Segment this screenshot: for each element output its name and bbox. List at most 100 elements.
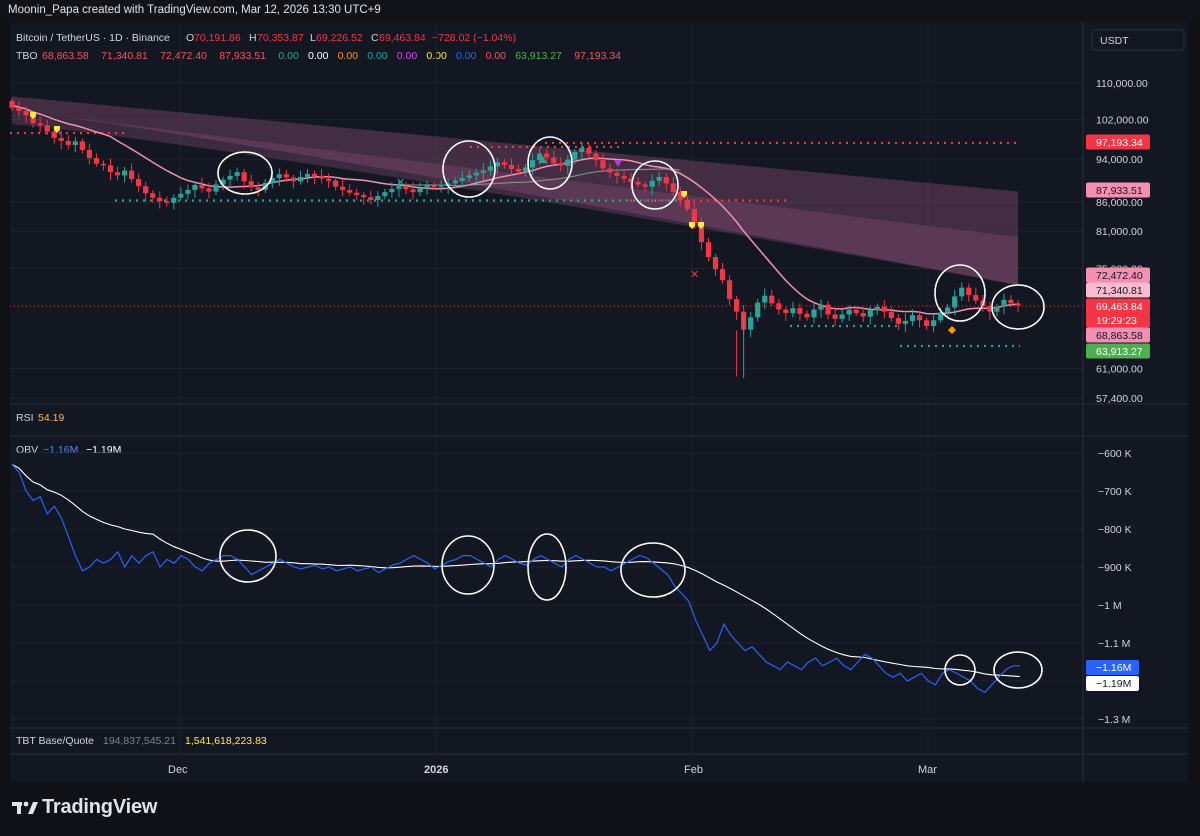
price-badges: 97,193.34 87,933.51 72,472.40 71,340.81 69,4…: [1086, 134, 1150, 359]
high-value: 70,353.87: [257, 32, 304, 44]
bell-marker: [54, 126, 60, 133]
candle-body: [755, 302, 761, 318]
candle-body: [297, 176, 304, 182]
tbo-value-1: 71,340.81: [101, 50, 148, 62]
price-tick: 61,000.00: [1096, 364, 1143, 376]
candle-body: [663, 176, 669, 184]
tbo-value-9: 0.00: [426, 50, 447, 62]
candle-body: [459, 178, 465, 181]
candle-body: [902, 320, 909, 324]
candle-body: [522, 167, 529, 172]
obv-tick: −1.3 M: [1098, 714, 1130, 726]
candle-body: [966, 287, 972, 296]
obv-hand-drawn-circles: [219, 529, 1043, 689]
candle-body: [269, 178, 275, 183]
obv-line: [11, 463, 1020, 694]
candle-body: [628, 178, 634, 182]
candle-body: [881, 306, 887, 312]
obv-signal-line: [11, 463, 1021, 678]
candle-body: [290, 177, 296, 182]
obv-tick: −900 K: [1098, 562, 1132, 574]
annotation-circle: [442, 140, 496, 198]
obv-tick: −1 M: [1098, 600, 1122, 612]
annotation-circle: [631, 160, 679, 210]
chart-area[interactable]: [10, 22, 1188, 782]
candle-body: [37, 123, 43, 126]
tbo-value-11: 0.00: [486, 50, 507, 62]
obv-badge-2-text: −1.19M: [1096, 678, 1131, 690]
tradingview-logo[interactable]: TradingView: [12, 796, 157, 819]
candle-body: [86, 149, 92, 159]
candle-body: [916, 315, 923, 321]
candle-body: [241, 172, 247, 182]
candle-body: [114, 172, 121, 176]
annotation-circle: [993, 651, 1043, 689]
hand-drawn-circles: [217, 136, 1045, 330]
tbo-label: TBO: [16, 50, 38, 62]
price-tick: 110,000.00: [1096, 78, 1148, 90]
time-tick-dec: Dec: [168, 764, 188, 776]
tbo-value-13: 97,193.34: [574, 50, 621, 62]
candle-body: [340, 186, 346, 190]
candle-body: [600, 160, 606, 169]
candle-body: [318, 175, 325, 179]
candle-body: [642, 184, 648, 187]
candle-body: [375, 196, 381, 200]
candle-body: [192, 185, 198, 190]
triangle-down-marker: [614, 160, 622, 167]
candle-body: [769, 295, 775, 304]
candle-body: [16, 107, 22, 112]
candle-body: [544, 153, 550, 158]
candle-body: [417, 188, 423, 193]
candle-body: [614, 172, 620, 176]
candle-body: [712, 256, 719, 270]
candle-body: [952, 296, 958, 308]
candle-body: [121, 170, 128, 176]
candle-body: [593, 153, 599, 161]
annotation-circle: [219, 529, 277, 583]
rsi-label: RSI: [16, 412, 34, 424]
candle-body: [684, 199, 690, 210]
time-tick-2026: 2026: [424, 764, 448, 776]
change-value: −728.02 (−1.04%): [432, 32, 516, 44]
candle-body: [58, 137, 64, 141]
candle-body: [888, 311, 894, 319]
candle-body: [867, 310, 873, 317]
candle-body: [515, 169, 522, 172]
candle-body: [164, 201, 170, 203]
candle-body: [107, 165, 114, 173]
close-label: C: [371, 32, 379, 44]
price-badge-text: 69,463.84: [1096, 301, 1143, 313]
candle-body: [438, 186, 444, 188]
close-value: 69,463.84: [379, 32, 426, 44]
candle-body: [994, 306, 1000, 312]
candle-body: [382, 192, 388, 197]
candle-body: [579, 147, 585, 152]
low-label: L: [310, 32, 316, 44]
ohlc-legend: O 70,191.86 H 70,353.87 L 69,226.52 C 69…: [186, 32, 516, 44]
price-badge-text: 63,913.27: [1096, 346, 1143, 358]
candle-body: [199, 185, 205, 189]
candle-body: [325, 178, 332, 181]
triangle-up-marker: [539, 156, 547, 163]
candle-body: [234, 172, 240, 176]
candle-body: [691, 209, 697, 224]
tbo-value-2: 72,472.40: [160, 50, 207, 62]
attribution-text: Moonin_Papa created with TradingView.com…: [8, 4, 381, 16]
candle-body: [150, 193, 156, 198]
currency-button[interactable]: [1091, 29, 1185, 51]
candle-body: [304, 173, 311, 177]
candle-body: [923, 320, 930, 327]
candle-body: [100, 163, 107, 166]
price-badge-text: 71,340.81: [1096, 285, 1143, 297]
candle-body: [811, 309, 817, 318]
high-label: H: [249, 32, 257, 44]
annotation-circle: [217, 151, 273, 195]
candle-body: [206, 188, 212, 192]
currency-button-label[interactable]: USDT: [1100, 35, 1129, 47]
candle-body: [431, 185, 437, 188]
candle-body: [128, 170, 135, 180]
tbo-value-3: 87,933.51: [219, 50, 266, 62]
candle-body: [178, 193, 184, 198]
